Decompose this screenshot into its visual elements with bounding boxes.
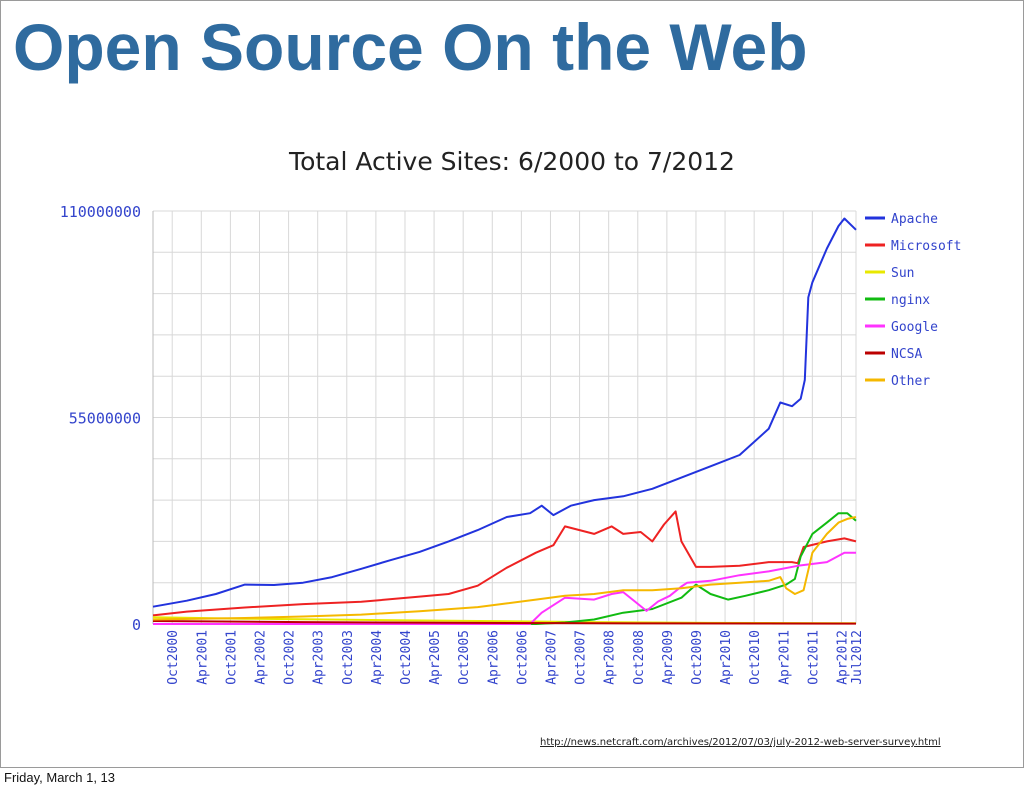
x-tick-label: Apr2005: [428, 630, 443, 685]
legend-label-nginx: nginx: [891, 293, 930, 308]
x-tick-label: Oct2008: [632, 630, 647, 685]
legend-label-google: Google: [891, 320, 938, 335]
x-tick-label: Apr2009: [661, 630, 676, 685]
x-tick-label: Oct2004: [399, 630, 414, 685]
line-chart: 110000000 55000000 0 Oct2000 Apr2001 Oct2001 A…: [60, 203, 962, 685]
x-tick-label: Oct2006: [515, 630, 530, 685]
series-line-nginx: [153, 512, 857, 625]
x-tick-label: Apr2001: [195, 630, 210, 685]
x-tick-label: Apr2003: [312, 630, 327, 685]
y-tick-label: 110000000: [60, 203, 141, 221]
x-tick-label: Oct2009: [690, 630, 705, 685]
x-tick-label: Oct2005: [457, 630, 472, 685]
x-tick-label: Apr2010: [719, 630, 734, 685]
x-tick-label: Apr2007: [544, 630, 559, 685]
legend-label-microsoft: Microsoft: [891, 239, 961, 254]
x-tick-label: Apr2002: [253, 630, 268, 685]
series-line-apache: [152, 217, 857, 608]
x-tick-label: Oct2003: [341, 630, 356, 685]
x-tick-label: Oct2002: [283, 630, 298, 685]
x-tick-label: Oct2001: [224, 630, 239, 685]
source-link[interactable]: http://news.netcraft.com/archives/2012/0…: [540, 737, 941, 748]
chart-title: Total Active Sites: 6/2000 to 7/2012: [289, 147, 735, 176]
x-tick-label: Apr2008: [603, 630, 618, 685]
x-tick-label: Jul2012: [850, 630, 865, 685]
slide-title: Open Source On the Web: [13, 10, 808, 84]
legend-label-apache: Apache: [891, 212, 938, 227]
legend-label-ncsa: NCSA: [891, 347, 922, 362]
x-tick-label: Oct2011: [806, 630, 821, 685]
series-line-microsoft: [152, 510, 857, 617]
legend-label-other: Other: [891, 374, 930, 389]
y-tick-label: 0: [132, 616, 141, 634]
slide: Open Source On the Web Total Active Site…: [0, 0, 1024, 768]
x-tick-label: Apr2012: [835, 630, 850, 685]
x-tick-label: Oct2010: [748, 630, 763, 685]
footer-date: Friday, March 1, 13: [4, 770, 116, 785]
x-tick-label: Oct2007: [574, 630, 589, 685]
x-tick-label: Apr2006: [486, 630, 501, 685]
series-line-ncsa: [152, 620, 857, 625]
y-tick-label: 55000000: [69, 410, 141, 428]
x-tick-label: Apr2011: [777, 630, 792, 685]
series-line-other: [152, 516, 857, 621]
x-tick-label: Oct2000: [166, 630, 181, 685]
x-tick-label: Apr2004: [370, 630, 385, 685]
series-line-google: [153, 551, 856, 625]
legend-label-sun: Sun: [891, 266, 914, 281]
